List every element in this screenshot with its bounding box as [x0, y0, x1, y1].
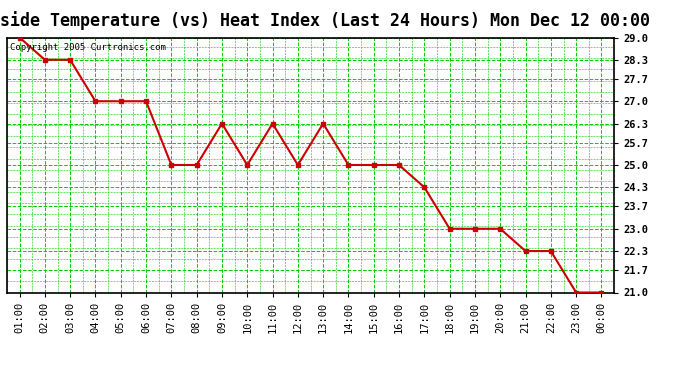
Text: Outside Temperature (vs) Heat Index (Last 24 Hours) Mon Dec 12 00:00: Outside Temperature (vs) Heat Index (Las… — [0, 11, 651, 30]
Text: Copyright 2005 Curtronics.com: Copyright 2005 Curtronics.com — [10, 43, 166, 52]
